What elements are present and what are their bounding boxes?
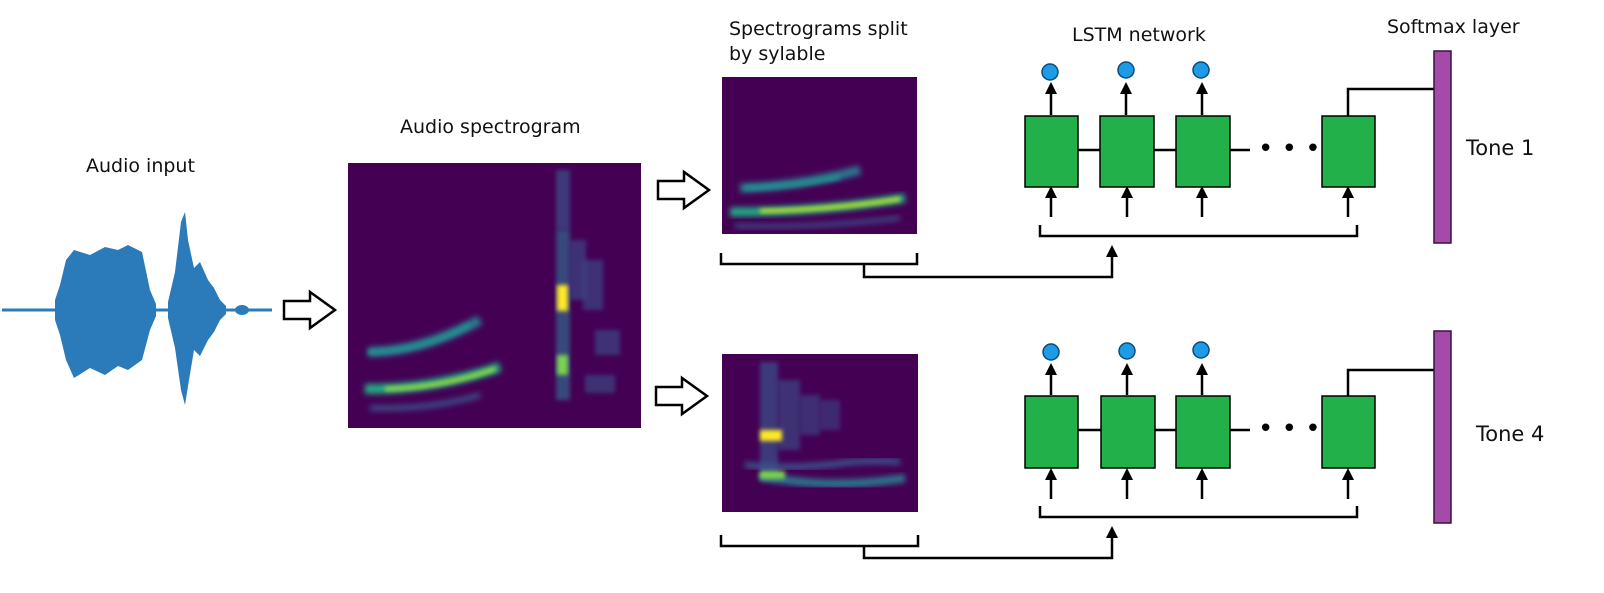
lstm-network-label: LSTM network — [1072, 24, 1206, 46]
lstm-cell — [1024, 115, 1079, 188]
arrowhead-icon — [1196, 363, 1208, 375]
waveform-syllable-2 — [168, 212, 226, 405]
lstm-cell — [1099, 115, 1155, 188]
arrowhead-icon — [1106, 526, 1118, 538]
syllable-spectrogram-bottom — [722, 354, 918, 512]
circle-node-icon — [1192, 341, 1210, 359]
circle-node-icon — [1041, 63, 1059, 81]
flow-arrow-icon-bottom — [654, 375, 710, 417]
softmax-bar-top — [1433, 50, 1452, 244]
arrowhead-icon — [1045, 82, 1057, 94]
audio-input-label: Audio input — [86, 155, 195, 177]
audio-spectrogram-label: Audio spectrogram — [400, 116, 581, 138]
arrowhead-icon — [1121, 186, 1133, 198]
lstm-cell — [1321, 395, 1376, 469]
circle-node-icon — [1117, 61, 1135, 79]
waveform-syllable-1 — [55, 245, 156, 378]
lstm-cell — [1100, 395, 1156, 469]
connector-top — [719, 225, 1359, 279]
lstm-network-bottom: • • • — [1024, 341, 1434, 499]
lstm-cell — [1321, 115, 1376, 188]
audio-waveform — [2, 212, 272, 405]
arrowhead-icon — [1196, 82, 1208, 94]
audio-spectrogram — [348, 163, 641, 428]
circle-node-icon — [1192, 61, 1210, 79]
arrowhead-icon — [1045, 186, 1057, 198]
arrowhead-icon — [1045, 363, 1057, 375]
split-spectrograms-label-line1: Spectrograms split — [729, 18, 908, 40]
lstm-cell — [1024, 395, 1079, 469]
tone-bottom-label: Tone 4 — [1476, 422, 1545, 446]
softmax-layer-label: Softmax layer — [1387, 16, 1520, 38]
arrowhead-icon — [1045, 468, 1057, 480]
arrowhead-icon — [1342, 468, 1354, 480]
split-spectrograms-label-line2: by sylable — [729, 43, 826, 65]
lstm-cell — [1175, 395, 1231, 469]
flow-arrow-icon-top — [656, 169, 712, 211]
ellipsis-icon: • • • — [1258, 414, 1321, 444]
arrowhead-icon — [1121, 363, 1133, 375]
lstm-cell — [1175, 115, 1231, 188]
arrowhead-icon — [1106, 245, 1118, 257]
arrowhead-icon — [1196, 468, 1208, 480]
circle-node-icon — [1042, 343, 1060, 361]
flow-arrow-icon — [282, 289, 338, 331]
arrowhead-icon — [1121, 468, 1133, 480]
connector-bottom — [719, 506, 1359, 560]
lstm-network-top: • • • — [1024, 61, 1434, 217]
softmax-bar-bottom — [1433, 330, 1452, 524]
ellipsis-icon: • • • — [1258, 134, 1321, 164]
arrowhead-icon — [1342, 186, 1354, 198]
arrowhead-icon — [1120, 82, 1132, 94]
circle-node-icon — [1118, 342, 1136, 360]
arrowhead-icon — [1196, 186, 1208, 198]
syllable-spectrogram-top — [722, 77, 917, 234]
tone-top-label: Tone 1 — [1466, 136, 1535, 160]
